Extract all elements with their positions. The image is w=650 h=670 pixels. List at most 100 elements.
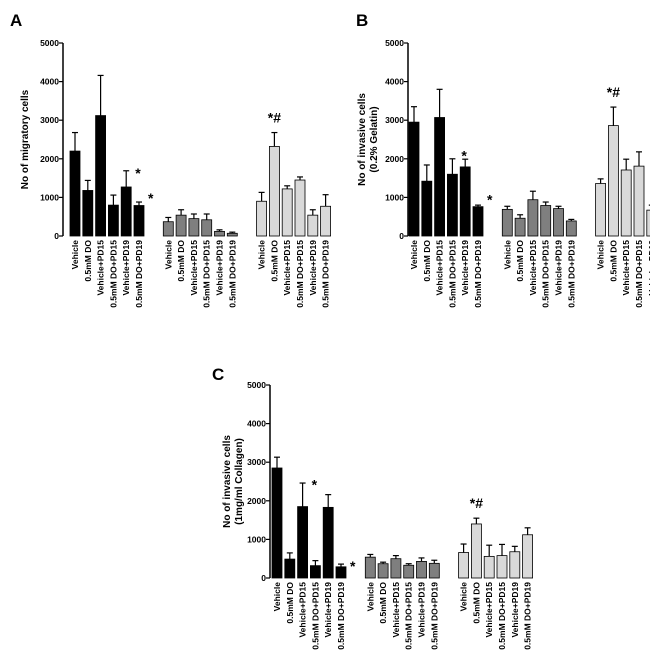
x-tick-label: 0.5mM DO [515, 240, 525, 282]
x-tick-label: Vehicle [70, 240, 80, 270]
x-tick-label: Vehicle+PD19 [417, 582, 427, 638]
significance-mark: *# [607, 84, 620, 100]
x-tick-label: Vehicle [459, 582, 469, 612]
bar [201, 219, 213, 237]
y-axis-label-line: (1mg/ml Collagen) [234, 438, 245, 525]
bar [281, 188, 293, 237]
bar [297, 506, 309, 579]
bar [646, 209, 650, 237]
bar [514, 217, 526, 237]
x-tick-label: Vehicle+PD15 [484, 582, 494, 638]
x-tick-label: Vehicle+PD19 [510, 582, 520, 638]
bar [69, 150, 81, 237]
x-tick-label: Vehicle+PD15 [282, 240, 292, 296]
x-tick-label: 0.5mM DO [285, 582, 295, 624]
x-tick-label: 0.5mM DO [608, 240, 618, 282]
x-tick-label: 0.5mM DO+PD15 [295, 240, 305, 308]
x-tick-label: 0.5mM DO+PD15 [497, 582, 507, 650]
bar [256, 200, 268, 237]
significance-mark: * [350, 558, 356, 574]
x-tick-label: 0.5mM DO+PD19 [134, 240, 144, 308]
significance-mark: * [461, 148, 467, 164]
x-tick-label: 0.5mM DO+PD15 [447, 240, 457, 308]
bar [294, 179, 306, 237]
significance-mark: *# [470, 495, 483, 511]
x-tick-label: 0.5mM DO+PD15 [108, 240, 118, 308]
bar [377, 563, 389, 579]
x-tick-label: 0.5mM DO+PD15 [541, 240, 551, 308]
x-tick-label: Vehicle [257, 240, 267, 270]
bar [364, 556, 376, 579]
y-tick-label: 2000 [40, 154, 59, 164]
y-axis-label-line: No of migratory cells [20, 89, 31, 189]
x-tick-label: 0.5mM DO+PD19 [227, 240, 237, 308]
x-tick-label: Vehicle+PD15 [298, 582, 308, 638]
bar [459, 166, 471, 237]
bar [446, 173, 458, 237]
bar [527, 199, 539, 237]
y-tick-label: 5000 [40, 38, 59, 48]
x-tick-label: 0.5mM DO [269, 240, 279, 282]
y-tick-label: 0 [261, 573, 266, 583]
bar [309, 565, 321, 579]
x-tick-label: Vehicle+PD19 [647, 240, 650, 296]
bar [472, 206, 484, 237]
bar [188, 218, 200, 237]
bar [335, 566, 347, 579]
y-tick-label: 1000 [40, 192, 59, 202]
y-tick-label: 1000 [385, 192, 404, 202]
y-tick-label: 3000 [385, 115, 404, 125]
y-axis-label: No of migratory cells [20, 89, 31, 189]
x-tick-label: Vehicle+PD15 [435, 240, 445, 296]
x-tick-label: Vehicle [365, 582, 375, 612]
x-tick-label: Vehicle+PD19 [554, 240, 564, 296]
y-tick-label: 3000 [40, 115, 59, 125]
bar [633, 165, 645, 237]
bar [226, 232, 238, 237]
x-tick-label: Vehicle [409, 240, 419, 270]
x-tick-label: Vehicle [272, 582, 282, 612]
bar [595, 183, 606, 237]
bar [82, 190, 94, 237]
bar [214, 230, 225, 237]
y-tick-label: 2000 [247, 496, 266, 506]
bar [501, 208, 513, 237]
significance-mark: * [148, 190, 154, 206]
significance-mark: * [312, 477, 318, 493]
x-tick-label: Vehicle [596, 240, 606, 270]
bar [133, 205, 145, 237]
bar [120, 186, 132, 237]
bar [320, 205, 332, 237]
y-axis-label: No of invasive cells(1mg/ml Collagen) [222, 435, 245, 528]
y-tick-label: 5000 [385, 38, 404, 48]
significance-mark: * [487, 191, 493, 207]
bar [416, 561, 427, 579]
x-tick-label: 0.5mM DO+PD19 [566, 240, 576, 308]
bar [322, 506, 334, 579]
chart-panel-c: C 0 1000 2000 3000 4000 5000 No of invasive cel… [212, 365, 533, 650]
x-tick-label: Vehicle+PD19 [121, 240, 131, 296]
x-tick-label: 0.5mM DO+PD19 [429, 582, 439, 650]
panel-letter: B [356, 11, 368, 30]
bar [162, 221, 174, 237]
chart-panel-b: B 0 1000 2000 3000 4000 5000 No of invasive cel… [356, 11, 650, 308]
y-axis-label: No of invasive cells(0.2% Gelatin) [357, 93, 380, 186]
x-tick-label: 0.5mM DO [378, 582, 388, 624]
x-tick-label: Vehicle [163, 240, 173, 270]
bar [284, 558, 296, 579]
y-tick-label: 4000 [40, 77, 59, 87]
x-tick-label: 0.5mM DO [83, 240, 93, 282]
x-tick-label: 0.5mM DO+PD19 [321, 240, 331, 308]
bar [620, 169, 632, 237]
x-tick-label: 0.5mM DO [176, 240, 186, 282]
x-tick-label: 0.5mM DO [471, 582, 481, 624]
y-tick-label: 0 [54, 231, 59, 241]
y-axis-label-line: No of invasive cells [222, 435, 233, 528]
x-tick-label: Vehicle [502, 240, 512, 270]
bar [496, 555, 508, 579]
bar [540, 205, 552, 237]
bar [553, 208, 564, 237]
bar [428, 562, 440, 579]
bar [403, 564, 415, 579]
